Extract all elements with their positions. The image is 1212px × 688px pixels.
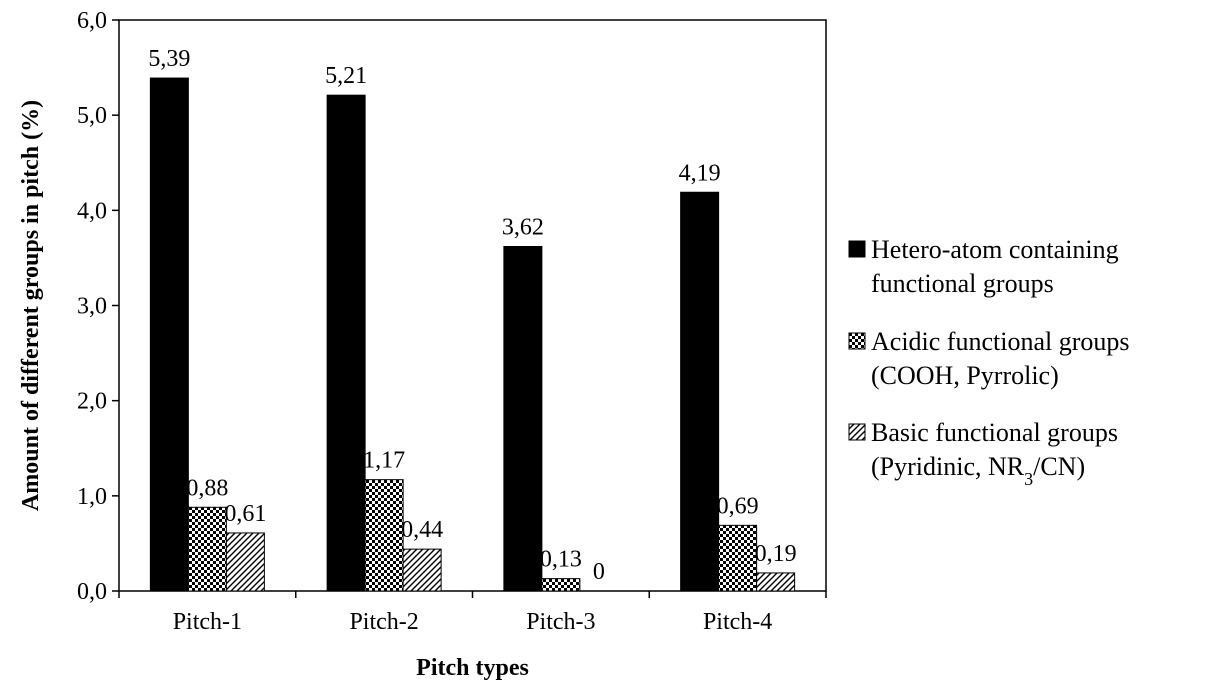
x-tick-label: Pitch-3	[526, 609, 595, 635]
bar	[680, 191, 720, 592]
y-tick-label: 3,0	[77, 294, 107, 320]
data-label: 3,62	[502, 214, 544, 240]
legend-swatch	[848, 240, 866, 258]
data-label: 0,61	[224, 501, 266, 527]
data-label: 0,88	[186, 475, 228, 501]
legend-entry: (Pyridinic, NR3/CN)	[871, 452, 1085, 489]
x-tick-label: Pitch-1	[173, 609, 242, 635]
data-label: 0,69	[717, 493, 759, 519]
y-axis-title: Amount of different groups in pitch (%)	[18, 100, 44, 511]
bar	[225, 532, 265, 592]
x-tick-label: Pitch-4	[703, 609, 772, 635]
y-tick-label: 4,0	[77, 198, 107, 224]
legend-entry: Hetero-atom containing	[871, 235, 1119, 264]
y-tick-label: 1,0	[77, 484, 107, 510]
legend-swatch	[848, 423, 866, 441]
data-label: 0,19	[755, 541, 797, 567]
data-label: 5,21	[325, 63, 367, 89]
bar	[364, 479, 404, 592]
x-tick-label: Pitch-2	[349, 609, 418, 635]
bar	[326, 94, 366, 592]
legend-entry: (COOH, Pyrrolic)	[871, 361, 1059, 390]
data-label: 5,39	[148, 46, 190, 72]
bar	[756, 572, 796, 592]
x-axis-title: Pitch types	[416, 655, 529, 681]
y-tick-label: 2,0	[77, 389, 107, 415]
legend-entry: functional groups	[871, 269, 1054, 298]
data-label: 0	[593, 559, 605, 585]
legend-entry: Basic functional groups	[871, 418, 1118, 447]
data-label: 0,44	[401, 517, 443, 543]
y-tick-label: 5,0	[77, 103, 107, 129]
y-tick-label: 6,0	[77, 8, 107, 34]
bar	[503, 245, 543, 592]
bar	[402, 548, 442, 592]
legend-entry: Acidic functional groups	[871, 327, 1130, 356]
bar	[187, 506, 227, 592]
bar	[541, 578, 581, 592]
bar	[718, 524, 758, 592]
data-label: 0,13	[540, 547, 582, 573]
bar	[149, 77, 189, 592]
data-label: 1,17	[363, 448, 405, 474]
data-label: 4,19	[679, 160, 721, 186]
y-tick-label: 0,0	[77, 579, 107, 605]
legend-swatch	[848, 332, 866, 350]
legend: Hetero-atom containing functional groups A…	[848, 235, 1130, 489]
plot-area: 0,0 1,0 2,0 3,0 4,0 5,0 6,0 Pitch-1 Pitch-2 Pitch…	[18, 8, 827, 681]
